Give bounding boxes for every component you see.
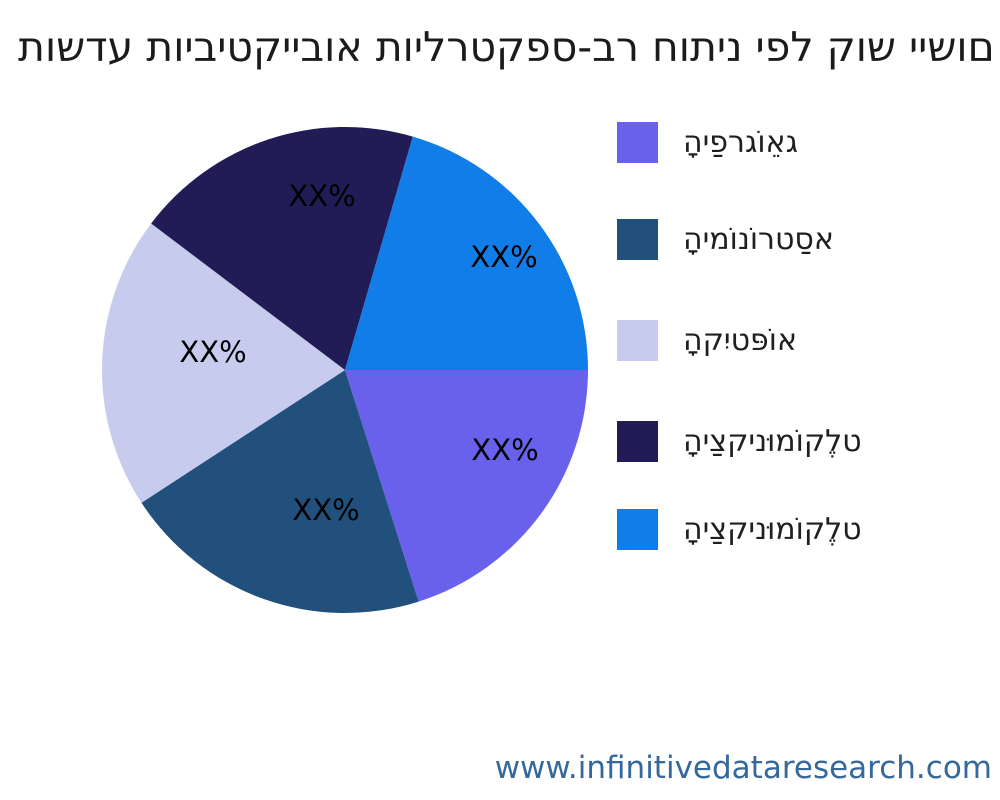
slice-percentage-label: XX% xyxy=(471,433,538,467)
slice-percentage-label: XX% xyxy=(470,240,537,274)
slice-percentage-label: XX% xyxy=(292,493,359,527)
pie-slice xyxy=(151,127,413,370)
pie-slice xyxy=(141,370,419,613)
chart-title: תושדע תויביטקייבוא תוילרטקפס-בר חותינ יפ… xyxy=(18,23,995,71)
pie-slice xyxy=(345,370,588,602)
pie-slice xyxy=(345,136,588,370)
pie-slice xyxy=(102,223,345,503)
slice-percentage-label: XX% xyxy=(179,335,246,369)
footer-url: www.infinitivedataresearch.com xyxy=(494,750,992,786)
slice-percentage-label: XX% xyxy=(288,179,355,213)
